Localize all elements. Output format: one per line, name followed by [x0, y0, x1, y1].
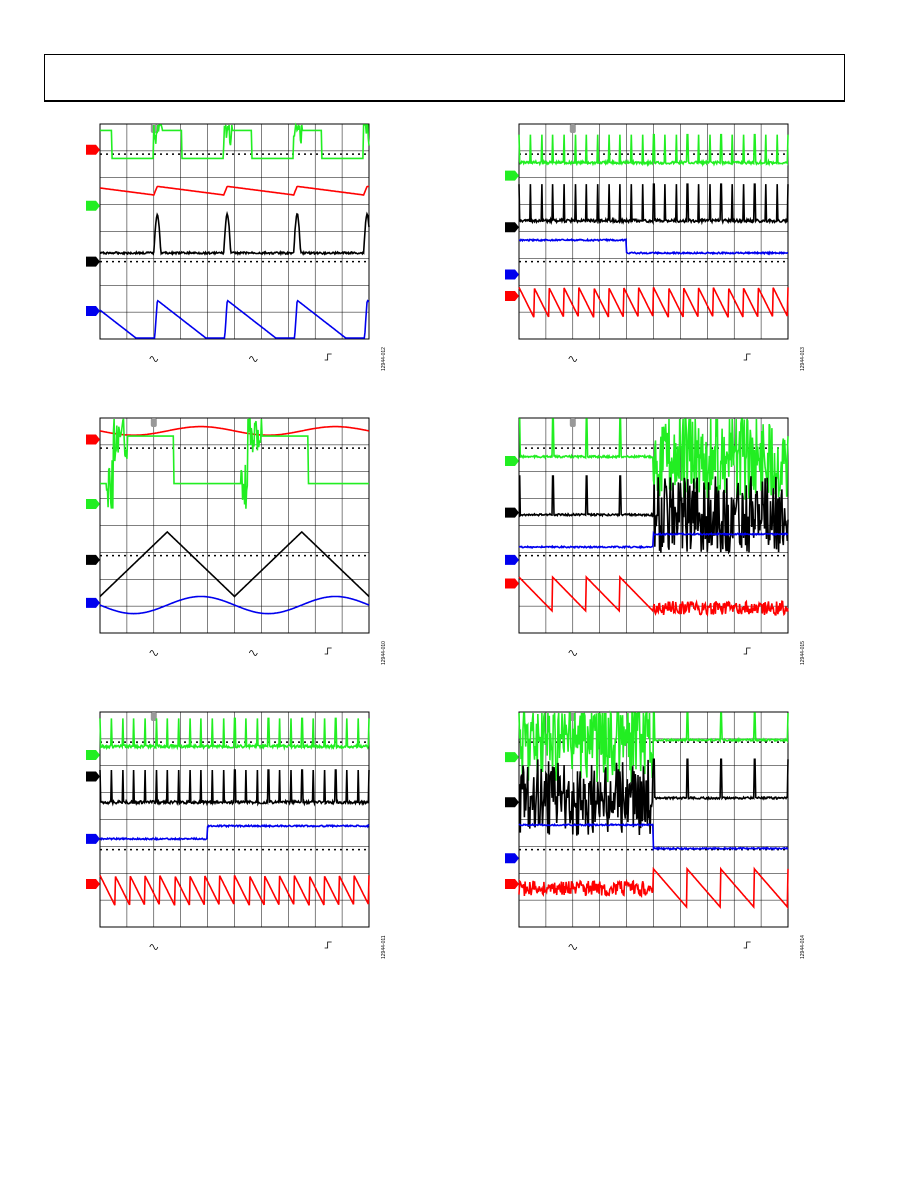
- figure-id: 12944-013: [800, 347, 806, 371]
- trace-blue: [99, 823, 370, 841]
- trace-black: [518, 183, 789, 226]
- channel-black-marker: [505, 222, 519, 233]
- channel-green-marker: [86, 200, 100, 211]
- channel-blue-marker: [505, 554, 519, 565]
- trace-red: [99, 185, 370, 196]
- channel-red-marker: [505, 291, 519, 301]
- trace-red: [99, 425, 370, 437]
- ac-coupling-icon: [248, 650, 258, 656]
- ac-coupling-icon: [248, 356, 258, 362]
- ac-coupling-icon: [149, 944, 159, 950]
- ac-coupling-icon: [568, 650, 578, 656]
- edge-trigger-icon: [743, 353, 751, 361]
- trace-green: [518, 710, 789, 783]
- channel-green-marker: [505, 170, 519, 181]
- channel-blue-marker: [505, 269, 519, 280]
- channel-blue-marker: [86, 306, 100, 317]
- trace-black: [99, 210, 370, 257]
- trace-blue: [99, 299, 370, 339]
- channel-black-marker: [86, 771, 100, 782]
- edge-trigger-icon: [324, 647, 332, 655]
- figure-id: 12944-015: [800, 641, 806, 665]
- trace-green: [100, 122, 370, 160]
- channel-green-marker: [505, 456, 519, 466]
- ac-coupling-icon: [568, 944, 578, 950]
- trace-red: [518, 287, 789, 318]
- trigger-marker: [150, 418, 157, 427]
- scope-plot-015: [505, 417, 789, 656]
- figure-id: 12944-012: [381, 347, 387, 371]
- figure-id: 12944-010: [381, 641, 387, 665]
- scope-plot-014: [505, 710, 789, 950]
- channel-black-marker: [505, 797, 519, 808]
- trigger-marker: [569, 124, 576, 133]
- channel-blue-marker: [86, 833, 100, 844]
- channel-black-marker: [86, 256, 100, 267]
- trace-red: [99, 875, 370, 906]
- ac-coupling-icon: [149, 356, 159, 362]
- channel-black-marker: [505, 507, 519, 518]
- scope-plot-011: [86, 711, 370, 950]
- trace-red: [518, 574, 789, 617]
- graticule: [99, 417, 370, 634]
- channel-red-marker: [505, 879, 519, 889]
- edge-trigger-icon: [743, 941, 751, 949]
- trigger-marker: [569, 418, 576, 427]
- figure-id: 12944-011: [381, 935, 387, 959]
- trace-black: [99, 769, 370, 807]
- edge-trigger-icon: [743, 647, 751, 655]
- channel-green-marker: [505, 752, 519, 763]
- trace-green: [100, 418, 369, 509]
- trace-green: [99, 717, 370, 751]
- trace-red: [518, 866, 789, 910]
- figure-id: 12944-014: [800, 935, 806, 959]
- channel-red-marker: [86, 434, 100, 445]
- trace-black: [518, 758, 789, 836]
- channel-red-marker: [86, 879, 100, 889]
- channel-black-marker: [86, 554, 100, 565]
- channel-green-marker: [86, 499, 100, 509]
- trace-blue: [518, 530, 789, 550]
- edge-trigger-icon: [324, 353, 332, 361]
- graticule: [99, 123, 370, 340]
- trace-blue: [99, 595, 370, 615]
- edge-trigger-icon: [324, 941, 332, 949]
- channel-green-marker: [86, 750, 100, 760]
- trace-blue: [518, 822, 789, 852]
- page-header: [44, 54, 845, 102]
- trace-black: [99, 530, 370, 598]
- channel-blue-marker: [505, 853, 519, 864]
- trigger-marker: [150, 712, 157, 721]
- scope-plot-010: [86, 417, 370, 656]
- channel-blue-marker: [86, 597, 100, 608]
- ac-coupling-icon: [149, 650, 159, 656]
- scope-plot-012: [86, 122, 370, 362]
- scope-plot-013: [505, 123, 789, 362]
- channel-red-marker: [505, 578, 519, 589]
- trace-green: [518, 133, 789, 168]
- trace-black: [518, 475, 789, 555]
- trace-green: [518, 418, 789, 500]
- ac-coupling-icon: [568, 356, 578, 362]
- trace-blue: [518, 237, 788, 256]
- channel-red-marker: [86, 144, 100, 155]
